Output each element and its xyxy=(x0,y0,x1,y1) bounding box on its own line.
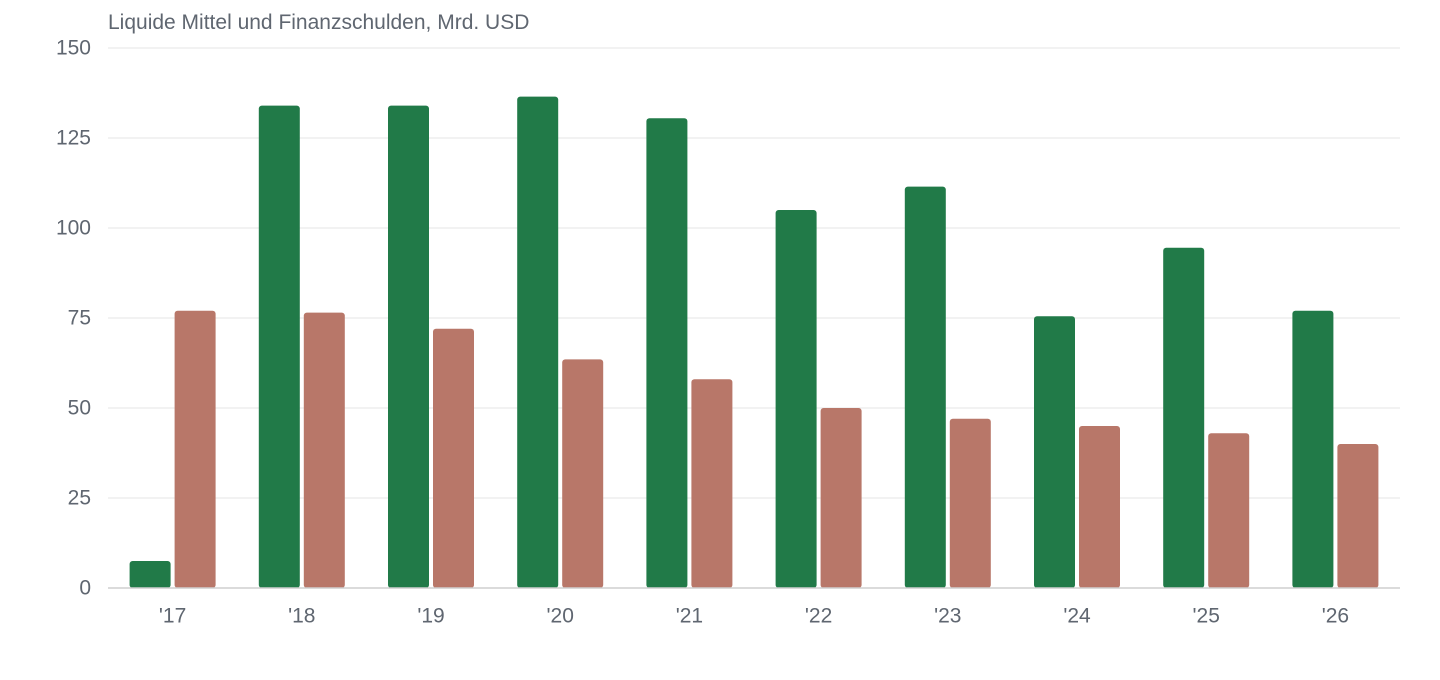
x-tick-label: '23 xyxy=(934,605,961,628)
bar-series2 xyxy=(174,310,216,588)
bar-series1 xyxy=(646,118,688,588)
y-tick-label: 100 xyxy=(56,217,91,240)
bar-series2 xyxy=(1079,426,1120,588)
y-tick-label: 0 xyxy=(79,577,91,600)
bar-series1 xyxy=(1163,247,1205,589)
x-tick-label: '25 xyxy=(1193,605,1220,628)
bar-series2 xyxy=(820,408,862,588)
gridlines xyxy=(108,47,1400,499)
bar-series2 xyxy=(303,312,345,588)
y-axis-tick-labels: 0 25 50 75 100 125 150 xyxy=(56,37,91,600)
x-tick-label: '20 xyxy=(547,605,574,628)
x-tick-label: '21 xyxy=(676,605,703,628)
bar-series2 xyxy=(562,359,604,588)
x-tick-label: '24 xyxy=(1063,605,1091,628)
x-tick-label: '17 xyxy=(159,605,186,628)
bar-series1 xyxy=(1034,316,1075,588)
x-tick-label: '19 xyxy=(417,605,444,628)
y-tick-label: 75 xyxy=(68,307,91,330)
bar-series2 xyxy=(949,418,991,588)
x-tick-label: '22 xyxy=(805,605,832,628)
y-tick-label: 150 xyxy=(56,37,91,60)
bar-series1 xyxy=(904,186,946,588)
bar-series1 xyxy=(129,561,171,588)
bar-series1 xyxy=(1292,310,1334,588)
bar-series1 xyxy=(388,105,429,588)
bar-series2 xyxy=(1208,433,1250,588)
chart-title: Liquide Mittel und Finanzschulden, Mrd. … xyxy=(108,11,530,34)
bars xyxy=(129,96,1379,589)
bar-series2 xyxy=(433,328,474,588)
x-tick-label: '18 xyxy=(288,605,315,628)
y-tick-label: 50 xyxy=(68,397,91,420)
bar-series1 xyxy=(258,105,300,588)
y-tick-label: 125 xyxy=(56,127,91,150)
bar-series1 xyxy=(775,210,817,588)
bar-series1 xyxy=(517,96,559,588)
y-tick-label: 25 xyxy=(68,487,91,510)
x-tick-label: '26 xyxy=(1322,605,1349,628)
x-axis-tick-labels: '17 '18 '19 '20 '21 '22 '23 '24 '25 '26 xyxy=(159,605,1349,628)
bar-series2 xyxy=(691,379,733,588)
bar-series2 xyxy=(1337,444,1379,588)
